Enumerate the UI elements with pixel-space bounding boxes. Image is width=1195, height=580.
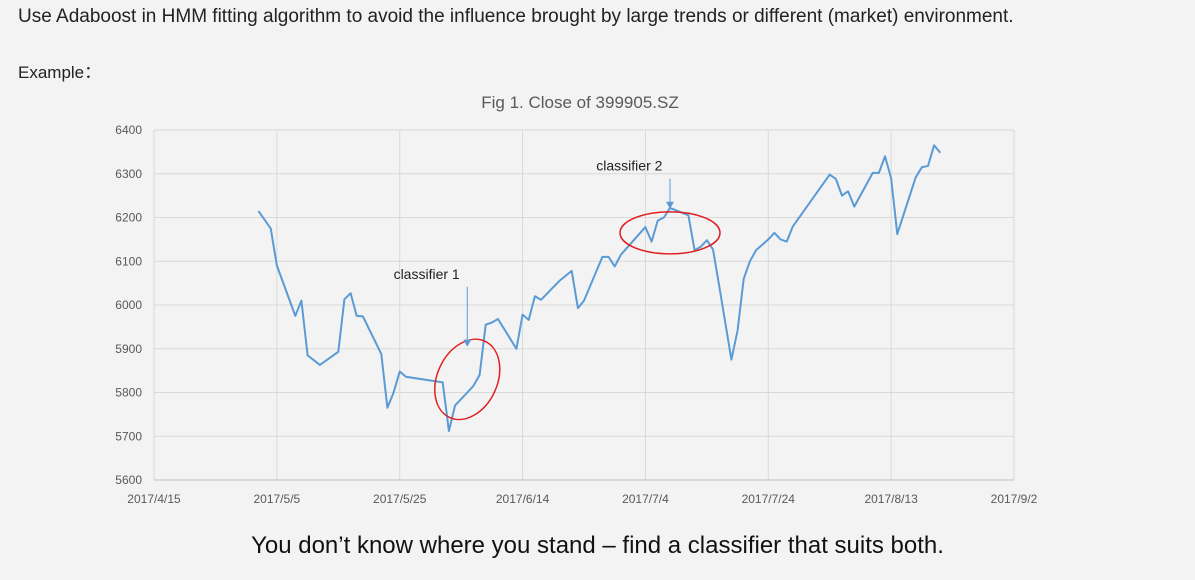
annotation-arrowhead-2 [666, 201, 674, 209]
chart-annotations: classifier 1 classifier 2 [394, 158, 674, 347]
y-tick-label: 6000 [115, 298, 142, 312]
x-tick-label: 2017/7/4 [622, 492, 669, 506]
x-tick-label: 2017/9/2 [991, 492, 1038, 506]
chart-title: Fig 1. Close of 399905.SZ [481, 93, 679, 112]
line-chart: Fig 1. Close of 399905.SZ 5600 5700 5800 59… [115, 93, 1037, 506]
x-tick-label: 2017/8/13 [864, 492, 918, 506]
highlight-ellipse-2 [619, 211, 721, 255]
x-tick-label: 2017/7/24 [742, 492, 796, 506]
annotation-label-1: classifier 1 [394, 266, 460, 282]
intro-text: Use Adaboost in HMM fitting algorithm to… [18, 6, 1014, 27]
chart-gridlines [153, 129, 1015, 481]
x-tick-label: 2017/4/15 [127, 492, 181, 506]
conclusion-text: You don’t know where you stand – find a … [251, 532, 944, 559]
y-tick-label: 5600 [115, 473, 142, 487]
y-tick-label: 5800 [115, 386, 142, 400]
y-tick-label: 6400 [115, 123, 142, 137]
y-tick-label: 5900 [115, 342, 142, 356]
x-tick-label: 2017/6/14 [496, 492, 550, 506]
x-axis-tick-labels: 2017/4/15 2017/5/5 2017/5/25 2017/6/14 2017/… [127, 492, 1037, 506]
annotation-label-2: classifier 2 [596, 158, 662, 174]
example-label: Example： [18, 63, 102, 82]
y-tick-label: 6200 [115, 211, 142, 225]
y-axis-tick-labels: 5600 5700 5800 5900 6000 6100 6200 6300 6400 [115, 123, 142, 487]
series-line-close [257, 144, 942, 432]
highlight-ellipses [434, 211, 721, 421]
x-tick-label: 2017/5/25 [373, 492, 427, 506]
x-tick-label: 2017/5/5 [253, 492, 300, 506]
y-tick-label: 6300 [115, 167, 142, 181]
highlight-ellipse-1 [434, 338, 501, 421]
annotation-arrowhead-1 [463, 339, 472, 347]
y-tick-label: 6100 [115, 254, 142, 268]
y-tick-label: 5700 [115, 429, 142, 443]
